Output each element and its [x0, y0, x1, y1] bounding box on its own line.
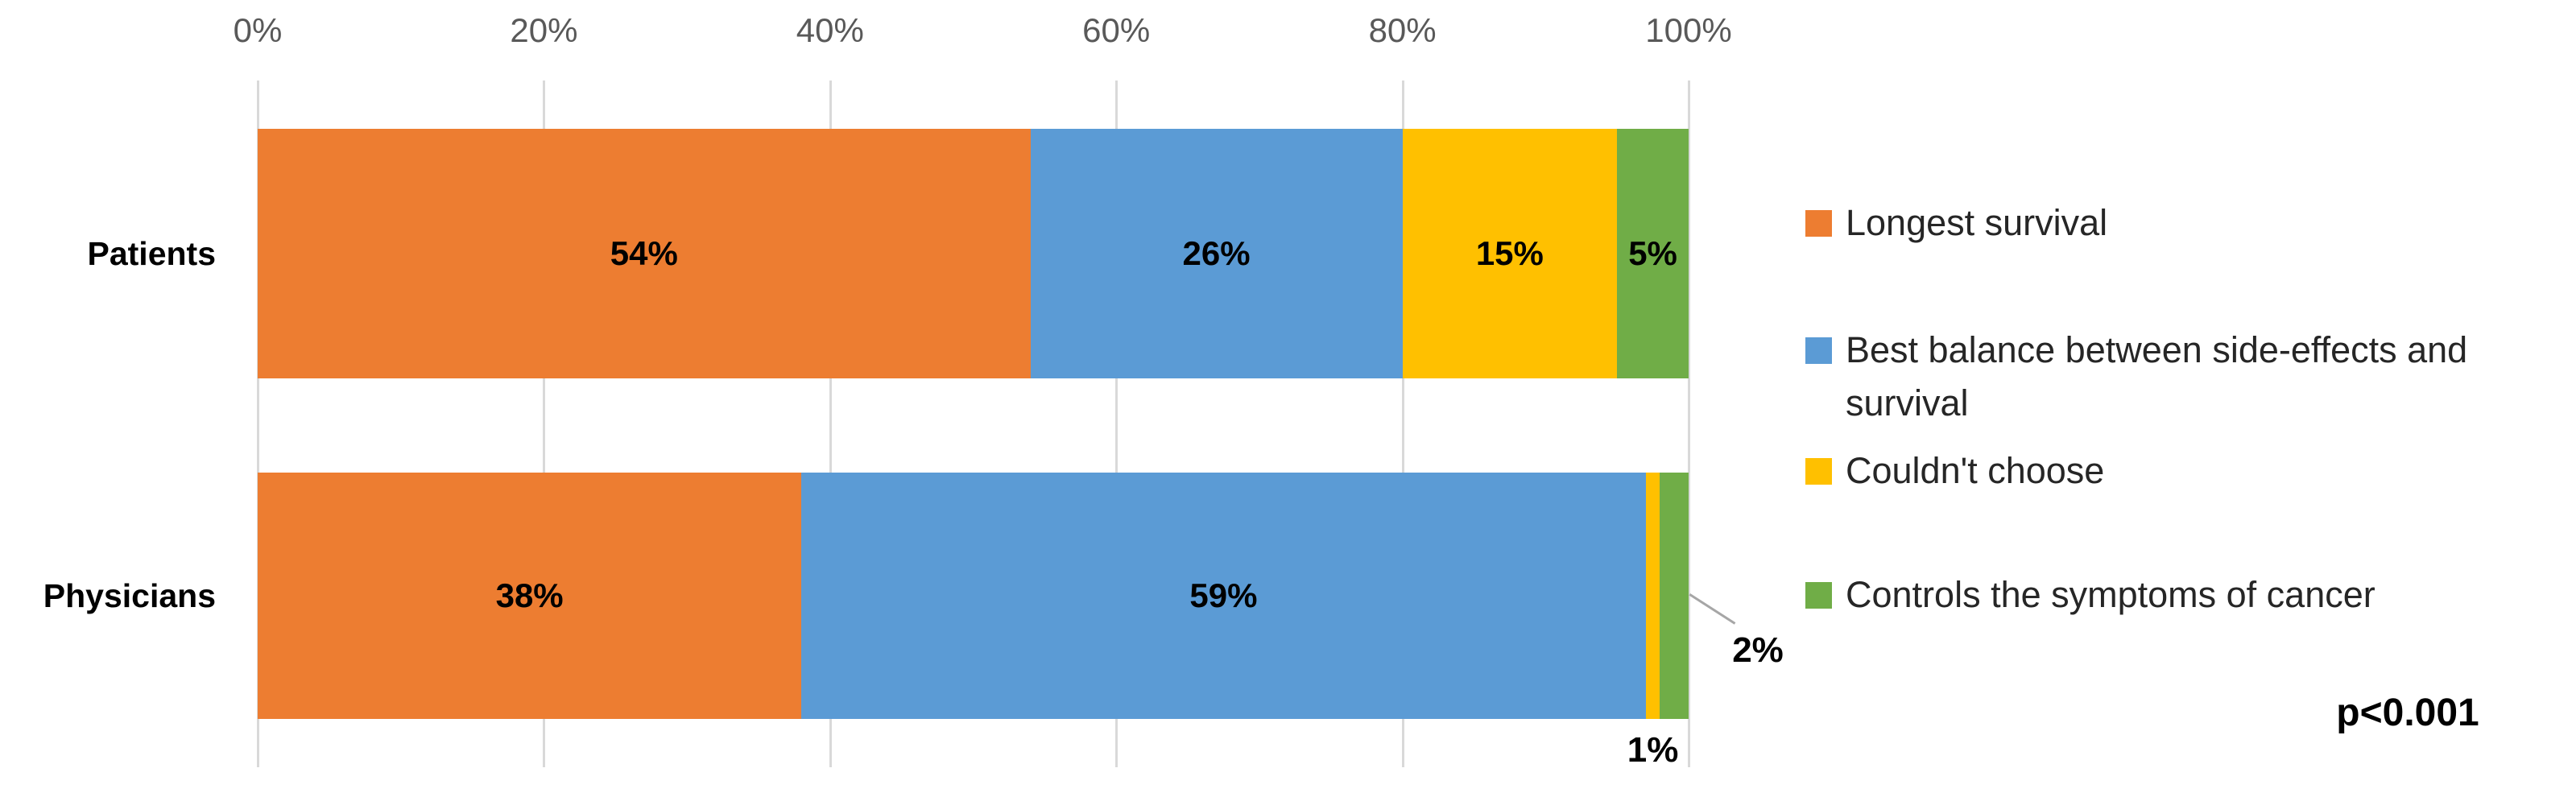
x-tick-label-40: 40% — [796, 11, 864, 49]
data-label-outside-2pct: 2% — [1732, 630, 1784, 670]
data-label-patients-4: 5% — [1628, 234, 1677, 272]
gridline-100 — [1688, 81, 1690, 767]
legend-swatch-icon — [1805, 210, 1832, 237]
x-tick-label-0: 0% — [233, 11, 283, 49]
legend-item-label: Couldn't choose — [1846, 450, 2105, 491]
legend-swatch-icon — [1805, 458, 1832, 485]
legend-item-label: Longest survival — [1846, 202, 2108, 243]
x-tick-label-80: 80% — [1368, 11, 1437, 49]
bar-segment-physicians-2: 59% — [801, 473, 1646, 719]
data-label-patients-2: 26% — [1182, 234, 1251, 272]
bar-segment-physicians-3 — [1645, 473, 1660, 719]
gridline-40 — [829, 81, 832, 767]
data-label-physicians-2: 59% — [1189, 576, 1258, 614]
legend-item-3: Couldn't choose — [1805, 444, 2104, 498]
bar-segment-physicians-4 — [1660, 473, 1689, 719]
x-tick-label-100: 100% — [1645, 11, 1732, 49]
bar-segment-patients-2: 26% — [1030, 129, 1403, 378]
legend-item-2: Best balance between side-effects and su… — [1805, 324, 2467, 430]
legend-item-label: Controls the symptoms of cancer — [1846, 574, 2375, 615]
legend-item-label: Best balance between side-effects and su… — [1846, 329, 2468, 423]
x-tick-label-60: 60% — [1082, 11, 1151, 49]
x-tick-label-20: 20% — [510, 11, 578, 49]
data-label-patients-3: 15% — [1475, 234, 1544, 272]
bar-segment-patients-4: 5% — [1617, 129, 1689, 378]
data-label-patients-1: 54% — [610, 234, 678, 272]
legend-item-4: Controls the symptoms of cancer — [1805, 568, 2375, 622]
legend: Longest survival Best balance between sid… — [1805, 0, 2570, 793]
legend-swatch-icon — [1805, 337, 1832, 364]
category-label-physicians: Physicians — [43, 576, 216, 614]
leader-line — [1689, 593, 1736, 625]
p-value-annotation: p<0.001 — [2336, 692, 2479, 734]
gridline-80 — [1401, 81, 1404, 767]
gridline-60 — [1115, 81, 1118, 767]
bar-segment-physicians-1: 38% — [258, 473, 802, 719]
bar-segment-patients-3: 15% — [1402, 129, 1618, 378]
data-label-physicians-1: 38% — [495, 576, 564, 614]
bar-segment-patients-1: 54% — [258, 129, 1031, 378]
category-label-patients: Patients — [87, 234, 217, 272]
legend-swatch-icon — [1805, 582, 1832, 609]
gridline-0 — [257, 81, 259, 767]
data-label-outside-1pct: 1% — [1627, 730, 1679, 770]
gridline-20 — [543, 81, 546, 767]
legend-item-1: Longest survival — [1805, 196, 2107, 250]
